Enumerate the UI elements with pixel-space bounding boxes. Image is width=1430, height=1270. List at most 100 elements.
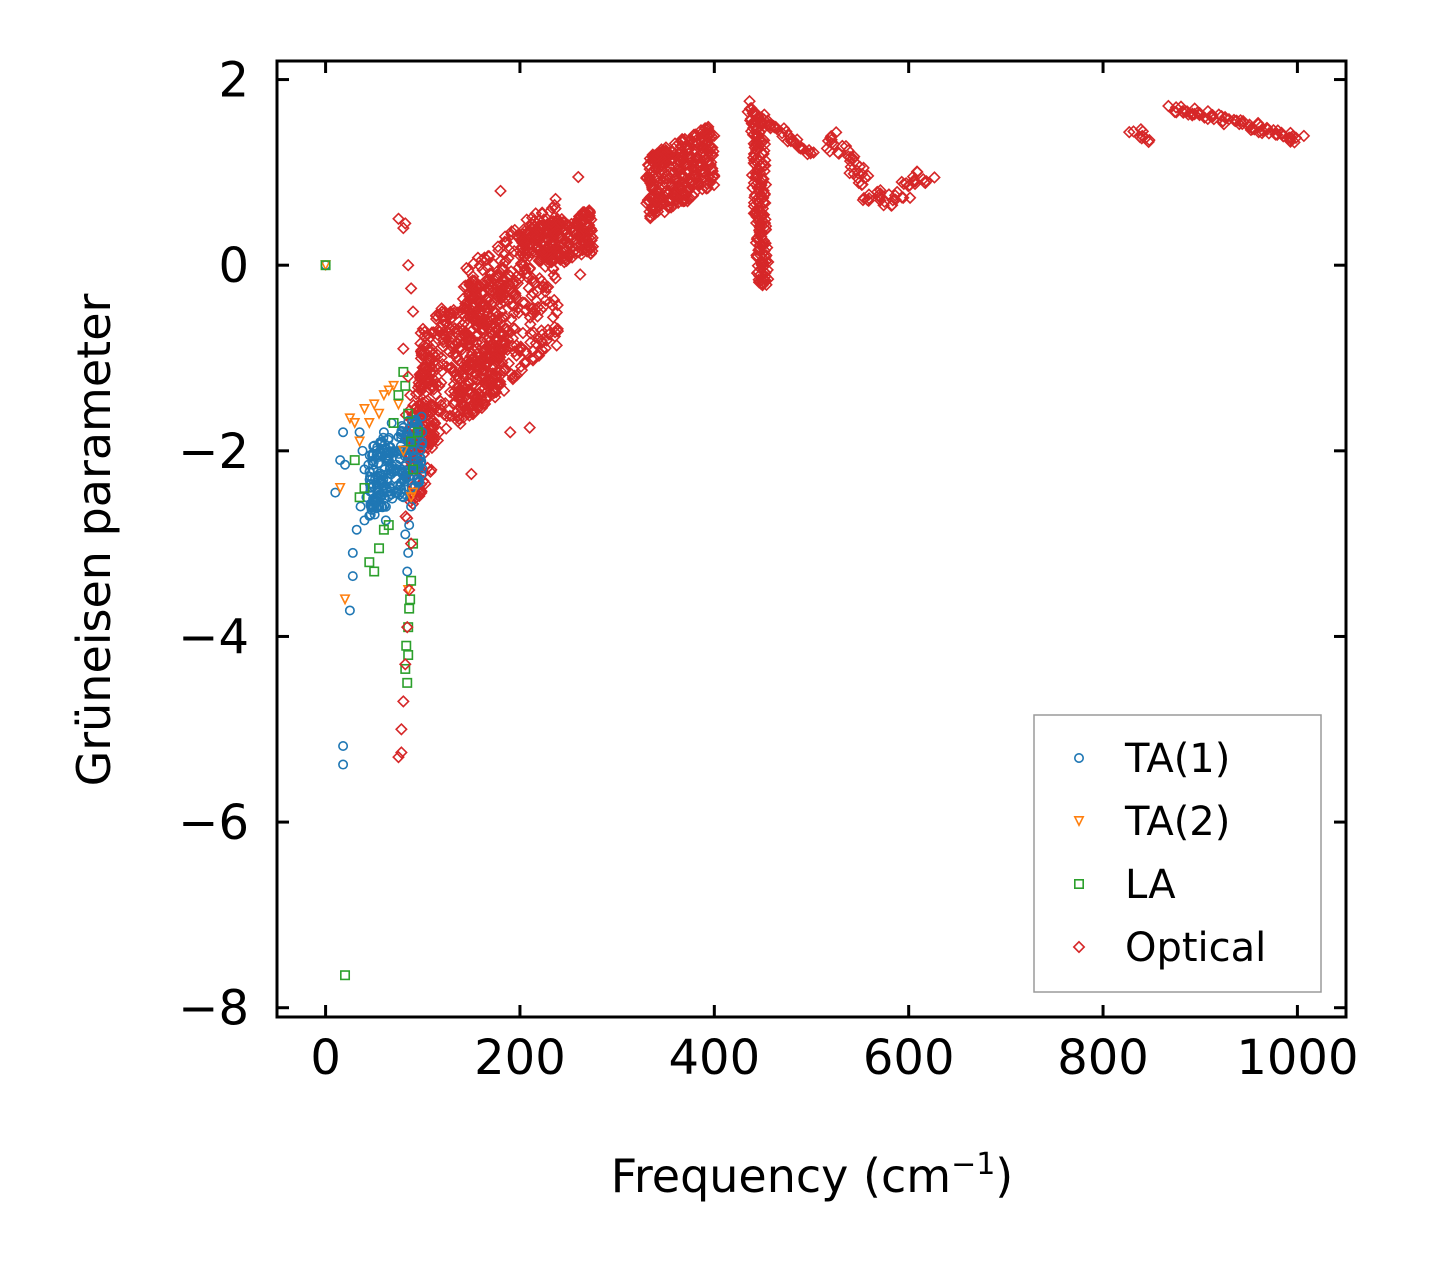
optical-point [429,377,443,391]
optical-point [586,240,600,253]
optical-point [469,305,482,318]
optical-point [426,338,440,352]
optical-point [474,286,488,300]
optical-point [490,268,503,282]
la-point [383,520,394,531]
legend: TA(1) TA(2) LA Optical [1033,714,1322,993]
optical-point [465,467,478,481]
optical-point [415,343,428,357]
x-tick-label: 400 [669,1030,761,1086]
optical-point [400,620,414,634]
optical-point [1135,129,1149,143]
ta-1-point [386,489,397,500]
optical-point [511,301,524,315]
optical-point [485,354,498,367]
optical-point [750,248,763,262]
optical-point [392,212,405,226]
optical-point [656,145,670,159]
optical-point [498,322,512,335]
optical-point [542,328,556,341]
optical-point [425,441,439,455]
optical-point [497,262,510,275]
la-point [388,417,399,428]
optical-point [439,330,453,344]
optical-point [671,153,685,166]
la-point [412,427,423,438]
optical-point [516,257,529,270]
optical-point [425,342,439,356]
optical-point [794,142,807,155]
optical-point [850,157,864,171]
optical-point [454,417,467,431]
band-2 [1122,122,1156,149]
band-3 [1162,99,1311,149]
optical-point [443,409,457,423]
optical-point [531,285,544,298]
optical-point [1286,130,1300,143]
ta-2-point [388,380,400,392]
optical-point [573,268,587,281]
ta-1-point [376,436,387,447]
optical-point [435,357,449,371]
optical-point [1142,135,1155,149]
optical-point [1162,99,1175,113]
optical-point [459,363,473,376]
optical-point [852,176,866,190]
optical-point [551,227,565,241]
optical-point [476,263,490,277]
ta-1-point [355,501,366,512]
band-1 [820,126,941,212]
optical-point [455,403,469,416]
ta-1-point [400,529,411,540]
optical-point [872,189,885,202]
optical-point [403,388,417,402]
optical-point [479,303,493,317]
optical-point [466,270,480,283]
optical-point [434,398,448,412]
la-point [349,455,360,466]
optical-point [447,396,460,410]
y-axis-label: Grüneisen parameter [67,293,121,786]
optical-point [542,240,556,253]
optical-point [422,373,435,387]
optical-point [398,657,412,671]
optical-point [743,94,756,108]
ta-1-point [396,464,407,475]
optical-point [1206,110,1219,124]
optical-point [581,221,595,235]
optical-point [888,189,902,202]
optical-point [523,311,537,324]
ta-2-point [407,487,419,499]
optical-point [397,342,410,356]
la-point [404,603,415,614]
optical-point [397,695,410,708]
ta-1-point [363,459,374,470]
series-ta-1 [320,260,423,770]
optical-point [445,336,459,350]
optical-point [462,287,476,301]
optical-point [532,224,545,237]
ta-1-point [367,473,378,484]
optical-point [424,353,437,367]
optical-point [502,357,516,370]
optical-point [538,244,551,258]
optical-point [807,146,820,159]
optical-point [679,139,692,153]
optical-point [759,219,773,233]
optical-point [478,251,491,265]
optical-point [555,212,569,226]
optical-point [433,425,447,439]
optical-point [531,348,544,361]
optical-point [682,142,696,155]
la-point [402,677,413,688]
optical-point [664,194,677,207]
optical-point [423,331,437,344]
legend-entry-la: LA [1074,862,1176,908]
optical-point [856,178,869,191]
optical-point [537,300,550,314]
optical-point [508,223,522,237]
y-tick-label: −8 [178,981,249,1037]
optical-point [502,268,516,282]
optical-point [857,161,870,175]
